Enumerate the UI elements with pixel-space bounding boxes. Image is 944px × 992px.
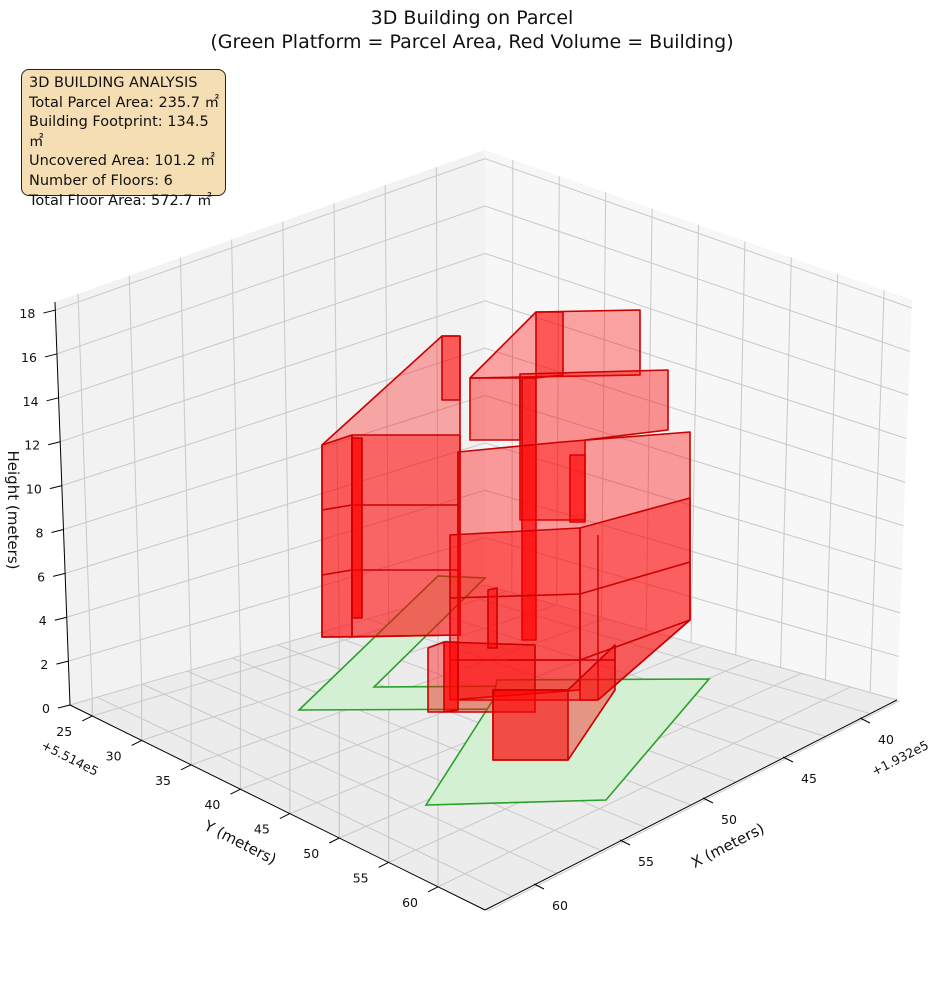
y-tick-mark (230, 788, 241, 795)
y-tick-label: 30 (106, 748, 122, 763)
y-tick-label: 40 (204, 797, 220, 812)
y-tick-mark (131, 739, 142, 746)
y-tick-label: 45 (254, 822, 270, 837)
chart-title: 3D Building on Parcel (370, 7, 574, 29)
z-tick-mark (56, 660, 69, 665)
x-tick-label: 60 (552, 898, 568, 913)
y-axis-ticks: 25 30 35 40 45 50 55 60 (56, 715, 439, 910)
y-tick-label: 60 (402, 895, 418, 910)
z-tick-label: 4 (39, 613, 47, 628)
x-tick-mark (702, 797, 714, 804)
building-volume (321, 309, 691, 761)
z-tick-label: 8 (36, 525, 44, 540)
z-tick-mark (44, 353, 58, 358)
z-axis-label: Height (meters) (4, 451, 22, 570)
z-tick-mark (46, 397, 59, 402)
building-face (492, 689, 569, 761)
building-face (351, 434, 461, 638)
z-tick-mark (52, 572, 66, 577)
x-tick-mark (619, 839, 631, 846)
z-tick-mark (43, 309, 56, 314)
x-tick-label: 45 (801, 771, 817, 786)
z-tick-mark (49, 485, 62, 490)
y-tick-mark (427, 886, 439, 893)
info-total-floor-area: Total Floor Area: 572.7 ㎡ (29, 192, 212, 209)
z-tick-label: 10 (26, 482, 42, 497)
x-axis-label: X (meters) (688, 819, 767, 871)
z-tick-label: 14 (23, 394, 39, 409)
y-offset-label: +5.514e5 (39, 737, 101, 778)
x-tick-label: 55 (638, 854, 654, 869)
building-face (569, 454, 586, 523)
info-parcel-area: Total Parcel Area: 235.7 ㎡ (29, 94, 220, 111)
right-pane (485, 150, 912, 700)
x-axis-ticks: 40 45 50 55 60 (533, 717, 894, 913)
z-tick-mark (51, 528, 64, 533)
building-face (521, 377, 537, 641)
left-pane (55, 150, 485, 705)
x-tick-mark (782, 756, 794, 763)
building-face (487, 587, 498, 649)
info-uncovered-area: Uncovered Area: 101.2 ㎡ (29, 153, 216, 170)
y-tick-label: 35 (155, 773, 171, 788)
y-tick-label: 50 (303, 846, 319, 861)
axis-lines (54, 301, 898, 911)
y-tick-mark (378, 861, 389, 868)
y-tick-label: 55 (353, 870, 369, 885)
info-heading: 3D BUILDING ANALYSIS (29, 75, 198, 91)
x-tick-mark (859, 717, 871, 724)
z-tick-mark (57, 704, 71, 709)
z-tick-label: 12 (24, 438, 40, 453)
x-tick-label: 50 (721, 812, 737, 827)
z-axis-ticks: 0 2 4 6 8 10 12 14 16 18 (19, 306, 71, 716)
building-analysis-box: 3D BUILDING ANALYSIS Total Parcel Area: … (21, 69, 226, 209)
z-tick-label: 16 (21, 350, 37, 365)
z-tick-mark (48, 441, 61, 446)
info-footprint: Building Footprint: 134.5 ㎡ (29, 114, 209, 150)
y-tick-mark (82, 715, 93, 722)
building-face (321, 434, 353, 638)
chart-title-block: 3D Building on Parcel (Green Platform = … (0, 6, 944, 54)
building-face (469, 377, 521, 441)
building-face (535, 311, 564, 379)
x-tick-mark (533, 883, 545, 890)
x-tick-label: 40 (878, 732, 894, 747)
z-tick-label: 0 (42, 701, 50, 716)
y-tick-mark (279, 813, 291, 820)
grid-lines (55, 158, 912, 912)
building-face (351, 437, 363, 619)
z-tick-mark (54, 616, 67, 621)
z-tick-label: 18 (19, 306, 35, 321)
info-floors: Number of Floors: 6 (29, 172, 173, 189)
building-face (441, 335, 461, 401)
building-face (469, 309, 641, 379)
z-tick-label: 6 (37, 569, 45, 584)
y-tick-mark (329, 837, 340, 844)
building-face (443, 641, 459, 713)
chart-subtitle: (Green Platform = Parcel Area, Red Volum… (210, 31, 734, 53)
y-tick-mark (180, 764, 192, 771)
y-tick-label: 25 (56, 724, 72, 739)
z-tick-label: 2 (40, 657, 48, 672)
